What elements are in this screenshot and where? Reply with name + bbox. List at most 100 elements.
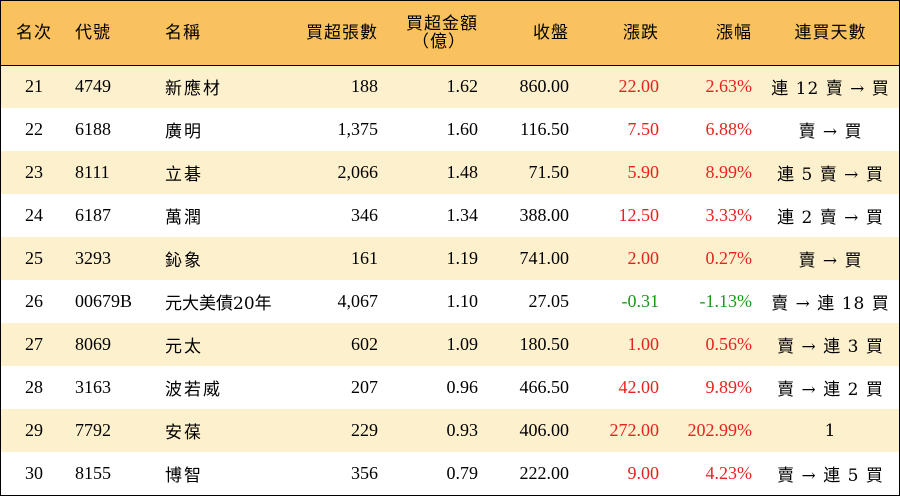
cell-amount: 1.62 <box>446 76 479 97</box>
header-code: 代號 <box>67 1 151 66</box>
table-row: 28 3163 波若威 207 0.96 466.50 42.00 9.89% … <box>1 366 899 409</box>
header-net-buy-lots: 買超張數 <box>291 1 388 66</box>
cell-code: 00679B <box>75 291 133 311</box>
cell-amount: 1.34 <box>446 205 479 225</box>
cell-name: 萬潤 <box>165 208 203 228</box>
table-row: 30 8155 博智 356 0.79 222.00 9.00 4.23% 賣 … <box>1 452 899 495</box>
cell-code: 8111 <box>75 162 110 182</box>
cell-amount: 0.96 <box>446 377 479 397</box>
cell-amount: 1.09 <box>446 334 479 354</box>
cell-close: 222.00 <box>519 463 570 483</box>
cell-close: 406.00 <box>519 420 570 440</box>
cell-lots: 207 <box>351 377 378 397</box>
cell-change-pct: 8.99% <box>705 162 753 182</box>
cell-consecutive-days: 賣 → 買 <box>798 251 863 271</box>
cell-amount: 1.48 <box>446 162 479 182</box>
cell-close: 388.00 <box>519 205 570 225</box>
cell-close: 116.50 <box>520 119 569 139</box>
header-net-buy-amount-line1: 買超金額 <box>406 13 478 34</box>
cell-change-pct: 9.89% <box>705 377 753 397</box>
cell-consecutive-days: 連 2 賣 → 買 <box>777 208 884 228</box>
cell-change: 1.00 <box>627 334 660 354</box>
cell-name: 立碁 <box>165 165 203 185</box>
cell-lots: 1,375 <box>337 119 379 139</box>
cell-code: 4749 <box>75 76 111 97</box>
table-row: 25 3293 鈊象 161 1.19 741.00 2.00 0.27% 賣 … <box>1 237 899 280</box>
cell-name: 安葆 <box>165 423 203 443</box>
header-change: 漲跌 <box>579 1 669 66</box>
table-body: 21 4749 新應材 188 1.62 860.00 22.00 2.63% … <box>1 65 899 495</box>
cell-name: 鈊象 <box>165 251 203 271</box>
cell-change-pct: 2.63% <box>705 76 753 97</box>
cell-code: 6187 <box>75 205 111 225</box>
header-net-buy-amount: 買超金額 （億） <box>388 1 488 66</box>
cell-rank: 21 <box>25 76 43 97</box>
cell-rank: 24 <box>25 205 43 225</box>
cell-change: 42.00 <box>618 377 660 397</box>
cell-change-pct: 3.33% <box>705 205 753 225</box>
cell-change-pct: -1.13% <box>699 291 753 311</box>
cell-change: 272.00 <box>609 420 660 440</box>
header-change-pct: 漲幅 <box>669 1 762 66</box>
cell-rank: 26 <box>25 291 43 311</box>
cell-amount: 1.19 <box>446 248 479 268</box>
table-header-row: 名次 代號 名稱 買超張數 買超金額 （億） 收盤 漲跌 漲幅 連買天數 <box>1 1 899 66</box>
cell-consecutive-days: 1 <box>824 420 837 441</box>
cell-close: 71.50 <box>528 162 570 182</box>
cell-change: 12.50 <box>618 205 660 225</box>
cell-close: 466.50 <box>519 377 570 397</box>
cell-rank: 22 <box>25 119 43 139</box>
cell-name: 廣明 <box>165 122 203 142</box>
header-consecutive-days: 連買天數 <box>762 1 899 66</box>
cell-name: 博智 <box>165 466 203 486</box>
cell-name: 元太 <box>165 337 203 357</box>
table-row: 29 7792 安葆 229 0.93 406.00 272.00 202.99… <box>1 409 899 452</box>
cell-amount: 0.79 <box>446 463 479 483</box>
cell-code: 7792 <box>75 420 111 440</box>
table-row: 22 6188 廣明 1,375 1.60 116.50 7.50 6.88% … <box>1 108 899 151</box>
cell-code: 6188 <box>75 119 111 139</box>
cell-rank: 27 <box>25 334 43 354</box>
cell-code: 3163 <box>75 377 111 397</box>
table-row: 23 8111 立碁 2,066 1.48 71.50 5.90 8.99% 連… <box>1 151 899 194</box>
cell-change: 5.90 <box>627 162 660 182</box>
cell-change: 9.00 <box>627 463 660 483</box>
cell-change-pct: 4.23% <box>705 463 753 483</box>
cell-consecutive-days: 賣 → 連 3 買 <box>777 337 884 357</box>
cell-rank: 28 <box>25 377 43 397</box>
cell-rank: 29 <box>25 420 43 440</box>
cell-rank: 30 <box>25 463 43 483</box>
table-row: 27 8069 元太 602 1.09 180.50 1.00 0.56% 賣 … <box>1 323 899 366</box>
cell-close: 27.05 <box>528 291 570 311</box>
cell-code: 8155 <box>75 463 111 483</box>
cell-change: 2.00 <box>627 248 660 268</box>
cell-consecutive-days: 連 5 賣 → 買 <box>777 165 884 185</box>
cell-lots: 229 <box>351 420 378 440</box>
cell-consecutive-days: 賣 → 買 <box>798 122 863 142</box>
cell-change-pct: 202.99% <box>687 420 753 440</box>
cell-consecutive-days: 連 12 賣 → 買 <box>771 79 890 100</box>
cell-consecutive-days: 賣 → 連 18 買 <box>771 294 890 314</box>
cell-name: 波若威 <box>165 380 222 400</box>
table-row: 21 4749 新應材 188 1.62 860.00 22.00 2.63% … <box>1 65 899 108</box>
cell-lots: 188 <box>351 76 378 97</box>
cell-close: 180.50 <box>519 334 570 354</box>
table-row: 24 6187 萬潤 346 1.34 388.00 12.50 3.33% 連… <box>1 194 899 237</box>
cell-close: 860.00 <box>519 76 570 97</box>
cell-change: 7.50 <box>627 119 660 139</box>
cell-consecutive-days: 賣 → 連 5 買 <box>777 466 884 486</box>
cell-rank: 25 <box>25 248 43 268</box>
cell-amount: 1.10 <box>446 291 479 311</box>
cell-consecutive-days: 賣 → 連 2 買 <box>777 380 884 400</box>
table-row: 26 00679B 元大美債20年 4,067 1.10 27.05 -0.31… <box>1 280 899 323</box>
cell-lots: 4,067 <box>337 291 379 311</box>
cell-change-pct: 0.56% <box>705 334 753 354</box>
cell-close: 741.00 <box>519 248 570 268</box>
cell-lots: 602 <box>351 334 378 354</box>
cell-change: -0.31 <box>621 291 660 311</box>
cell-amount: 1.60 <box>446 119 479 139</box>
header-close: 收盤 <box>488 1 579 66</box>
cell-amount: 0.93 <box>446 420 479 440</box>
